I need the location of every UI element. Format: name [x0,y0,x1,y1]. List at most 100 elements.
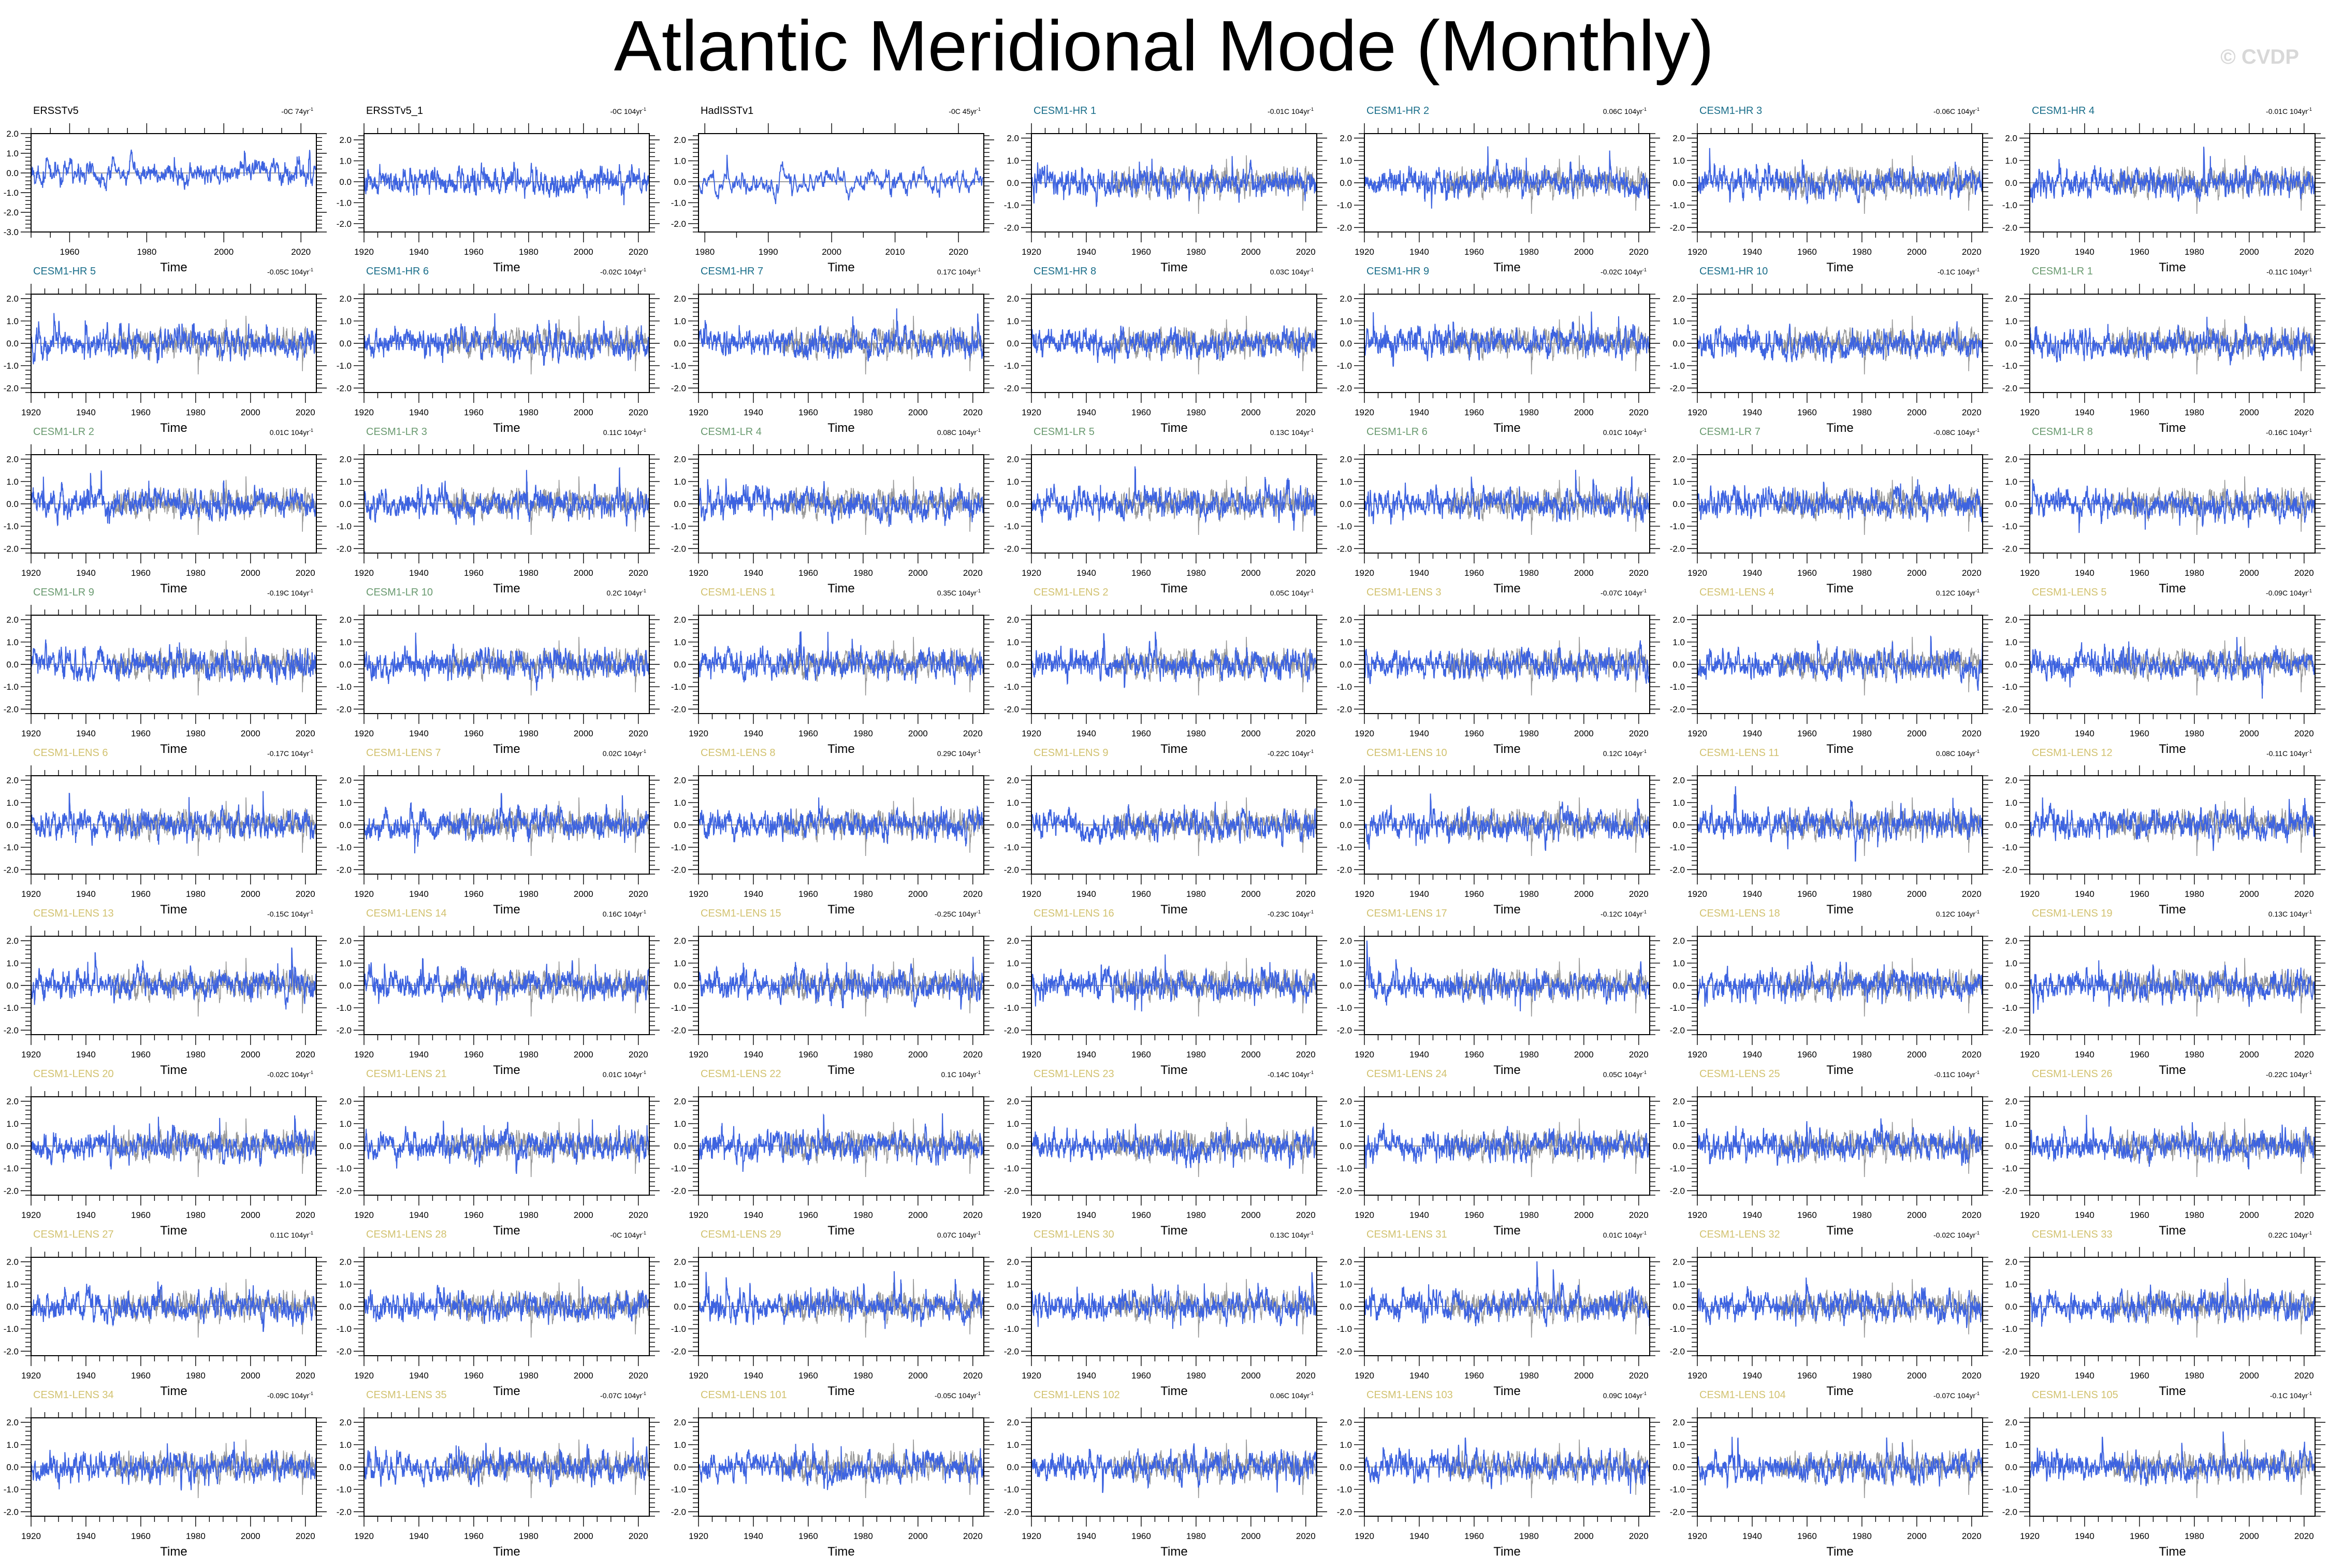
series-line [364,632,649,691]
x-tick-label: 2020 [1296,889,1316,899]
x-tick-label: 1940 [1076,408,1096,417]
x-tick-label: 2020 [1296,1210,1316,1220]
x-tick-label: 1980 [2185,568,2204,578]
x-axis-label: Time [2159,903,2186,917]
x-axis-label: Time [827,421,854,435]
panel: CESM1-LR 8 -0.16C 104yr-1 1920 1940 1960 1980… [2002,426,2325,596]
panel: CESM1-LENS 12 -0.11C 104yr-1 1920 1940 1960 1… [2002,747,2325,917]
y-tick-label: -2.0 [4,208,19,217]
x-tick-label: 1940 [2075,247,2094,257]
y-tick-label: 2.0 [1340,134,1352,143]
x-tick-label: 1960 [131,729,151,738]
y-tick-label: 2.0 [339,455,352,464]
x-axis-label: Time [1826,421,1853,435]
y-tick-label: -1.0 [1004,200,1019,210]
trend-label: -0.01C 104yr-1 [2266,107,2312,115]
x-tick-label: 2000 [908,889,928,899]
trend-exponent: -1 [2308,588,2312,593]
y-tick-label: -1.0 [1670,843,1685,852]
x-tick-label: 1920 [2020,1050,2040,1059]
y-tick-label: 2.0 [1007,615,1019,625]
plot-frame [1031,1096,1317,1196]
panel: CESM1-LENS 24 0.05C 104yr-1 1920 1940 1960 19… [1337,1068,1660,1238]
y-tick-label: 2.0 [2005,615,2017,625]
series-line [31,791,316,846]
y-tick-label: 1.0 [674,316,686,326]
y-tick-label: -2.0 [1004,544,1019,554]
series-line [1364,793,1650,851]
panel: CESM1-LR 4 0.08C 104yr-1 1920 1940 1960 1980 2… [671,426,994,596]
y-tick-label: -1.0 [1004,682,1019,692]
panel-title: CESM1-LENS 1 [701,587,776,598]
series-line [1031,156,1317,208]
x-axis-label: Time [160,903,187,917]
y-tick-label: -1.0 [1337,521,1352,531]
x-tick-label: 2000 [908,568,928,578]
trend-exponent: -1 [1310,749,1314,754]
x-tick-label: 1940 [1742,1050,1762,1059]
series-line [2030,147,2315,203]
y-tick-label: 1.0 [1007,316,1019,326]
trend-exponent: -1 [2308,428,2312,433]
x-tick-label: 1940 [409,1210,429,1220]
x-tick-label: 1980 [186,1050,206,1059]
x-tick-label: 2000 [1574,247,1594,257]
y-tick-label: -1.0 [337,1003,352,1013]
x-tick-label: 2020 [296,729,315,738]
panel: CESM1-HR 2 0.06C 104yr-1 1920 1940 1960 1980 2… [1337,105,1660,274]
y-tick-label: -1.0 [1337,361,1352,371]
x-tick-label: 2020 [963,889,983,899]
x-tick-label: 2020 [629,408,648,417]
plot-frame [363,775,650,875]
plot-frame [31,615,317,714]
trend-label: 0.35C 104yr-1 [937,588,981,597]
x-tick-label: 1960 [464,1050,484,1059]
x-tick-label: 1940 [409,408,429,417]
x-tick-label: 1940 [744,568,763,578]
series-line [31,470,316,527]
x-tick-label: 1920 [1355,1210,1374,1220]
x-tick-label: 2020 [1629,568,1649,578]
y-tick-label: -2.0 [2002,544,2017,554]
trend-exponent: -1 [977,909,981,914]
trend-label: 0.01C 104yr-1 [270,428,313,437]
x-tick-label: 1940 [409,889,429,899]
y-tick-label: -1.0 [1004,843,1019,852]
y-tick-label: 1.0 [1340,156,1352,166]
x-tick-label: 1960 [1464,729,1484,738]
x-axis-label: Time [2159,1063,2186,1077]
x-axis-label: Time [160,742,187,756]
trend-exponent: -1 [1642,428,1647,433]
x-tick-label: 1960 [1131,729,1151,738]
trend-exponent: -1 [309,749,313,754]
x-tick-label: 1940 [744,1050,763,1059]
y-tick-label: 2.0 [6,615,19,625]
x-tick-label: 1980 [1519,1210,1539,1220]
series-line [364,162,649,206]
y-tick-label: 0.0 [339,981,352,991]
trend-label: 0.16C 104yr-1 [603,909,646,918]
plot-frame [1031,936,1317,1035]
trend-exponent: -1 [1310,909,1314,914]
x-tick-label: 1980 [519,729,539,738]
panel: CESM1-LR 9 -0.19C 104yr-1 1920 1940 1960 1980… [4,587,327,756]
x-tick-label: 1940 [2075,408,2094,417]
panel: CESM1-HR 7 0.17C 104yr-1 1920 1940 1960 1980 2… [671,266,994,435]
trend-exponent: -1 [1310,588,1314,593]
panel: CESM1-HR 9 -0.02C 104yr-1 1920 1940 1960 1980… [1337,266,1660,435]
trend-label: -0.22C 104yr-1 [1268,749,1314,758]
trend-label: 0.01C 104yr-1 [603,1070,646,1079]
x-axis-label: Time [1160,1063,1187,1077]
x-tick-label: 1920 [1355,889,1374,899]
x-tick-label: 1940 [1409,889,1429,899]
x-tick-label: 1940 [1409,408,1429,417]
series-line [2030,960,2315,1014]
trend-label: -0.02C 104yr-1 [1601,267,1647,276]
x-tick-label: 2020 [291,247,311,257]
x-tick-label: 1980 [853,1050,873,1059]
x-tick-label: 1940 [1076,1050,1096,1059]
y-tick-label: -2.0 [337,383,352,393]
panel-title: CESM1-HR 2 [1366,105,1429,117]
x-axis-label: Time [827,1063,854,1077]
